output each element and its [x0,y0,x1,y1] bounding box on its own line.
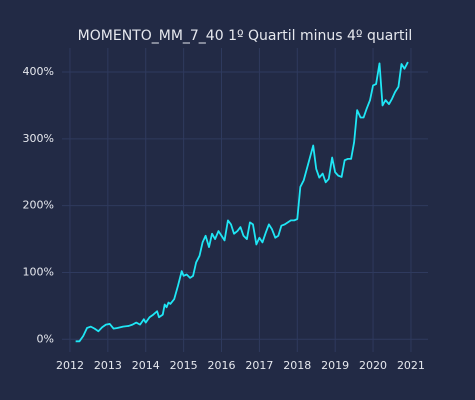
y-tick-label: 0% [37,332,54,345]
y-tick-label: 100% [23,265,54,278]
y-tick-label: 300% [23,132,54,145]
x-tick-label: 2018 [283,359,311,372]
x-tick-label: 2019 [321,359,349,372]
x-tick-label: 2016 [208,359,236,372]
x-tick-label: 2013 [94,359,122,372]
x-tick-label: 2012 [56,359,84,372]
x-tick-label: 2021 [397,359,425,372]
data-line [75,61,409,343]
y-tick-label: 400% [23,65,54,78]
x-tick-label: 2014 [132,359,160,372]
x-tick-label: 2015 [170,359,198,372]
y-tick-label: 200% [23,199,54,212]
x-tick-label: 2017 [245,359,273,372]
x-tick-label: 2020 [359,359,387,372]
chart-title: MOMENTO_MM_7_40 1º Quartil minus 4º quar… [78,28,413,44]
